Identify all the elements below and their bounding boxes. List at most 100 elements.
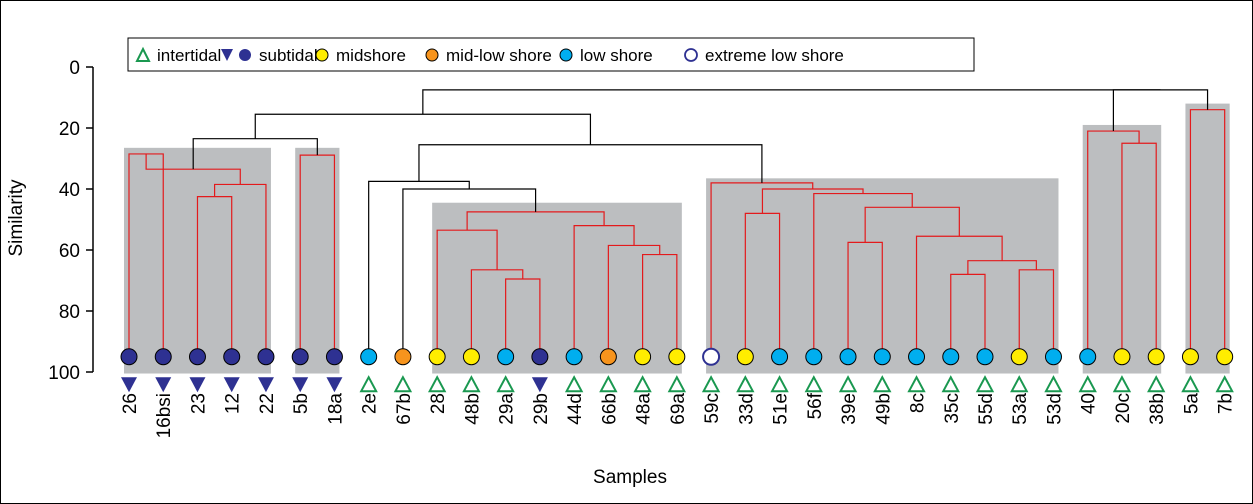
sample-label-67b: 67b	[394, 393, 415, 425]
zone-marker-51e	[770, 375, 789, 393]
cluster-box-6	[1185, 103, 1230, 374]
shore-marker-18a	[325, 348, 343, 366]
zone-marker-55d	[975, 375, 995, 393]
sample-label-7b: 7b	[1216, 393, 1237, 414]
legend-box	[127, 37, 975, 72]
legend-marker-subtidal-tri	[221, 49, 233, 61]
sample-label-40: 40	[1079, 393, 1100, 414]
sample-label-44d: 44d	[565, 393, 586, 425]
zone-marker-35c	[941, 375, 960, 393]
y-tick-label-40: 40	[59, 180, 80, 201]
legend-item-subtidal: subtidal	[221, 46, 318, 65]
zone-marker-49b	[873, 375, 892, 393]
shore-marker-66b	[599, 348, 617, 366]
zone-marker-12	[223, 377, 240, 393]
y-tick-label-60: 60	[59, 241, 80, 262]
sample-label-26: 26	[120, 393, 141, 414]
zone-marker-69a	[667, 375, 687, 393]
zone-marker-18a	[326, 377, 343, 393]
sample-label-29a: 29a	[497, 393, 518, 425]
zone-marker-16bsi	[155, 377, 172, 393]
shore-marker-29b	[531, 348, 549, 366]
legend-item-midshore: midshore	[315, 46, 406, 65]
sample-label-35c: 35c	[942, 393, 963, 424]
cluster-box-3	[432, 202, 682, 374]
zone-marker-56f	[804, 375, 823, 393]
shore-marker-48b	[462, 348, 480, 366]
dendro-link-root	[422, 89, 1161, 115]
legend-marker-low	[559, 48, 573, 62]
shore-marker-35c	[942, 348, 960, 366]
zone-marker-28	[427, 375, 447, 393]
sample-label-12: 12	[223, 393, 244, 414]
zone-marker-44d	[564, 375, 584, 393]
sample-label-39e: 39e	[839, 393, 860, 425]
legend-marker-extreme	[684, 48, 698, 62]
legend-marker-subtidal	[239, 49, 251, 61]
zone-marker-5a	[1181, 375, 1200, 393]
legend-marker-midshore	[315, 48, 329, 62]
zone-marker-20c	[1112, 375, 1132, 393]
shore-marker-20c	[1113, 348, 1131, 366]
sample-label-55d: 55d	[976, 393, 997, 425]
zone-marker-40	[1078, 375, 1097, 393]
zone-marker-67b	[393, 375, 413, 393]
dendro-link-t2	[254, 113, 592, 145]
sample-label-8c: 8c	[908, 393, 929, 413]
shore-marker-28	[428, 348, 446, 366]
sample-label-59c: 59c	[702, 393, 723, 424]
shore-marker-67b	[394, 348, 412, 366]
x-axis-label: Samples	[593, 467, 667, 488]
shore-marker-5b	[291, 348, 309, 366]
legend-item-midlow: mid-low shore	[425, 46, 552, 65]
shore-marker-44d	[565, 348, 583, 366]
shore-marker-16bsi	[154, 348, 172, 366]
sample-label-33d: 33d	[736, 393, 757, 425]
legend-label-midlow: mid-low shore	[446, 46, 552, 65]
zone-marker-29a	[496, 375, 515, 393]
zone-marker-66b	[599, 375, 618, 393]
zone-marker-26	[121, 377, 137, 393]
shore-marker-40	[1079, 348, 1097, 366]
sample-label-2e: 2e	[360, 393, 381, 414]
legend-item-intertidal: intertidal	[135, 46, 221, 65]
cluster-box-2	[295, 147, 340, 374]
legend-marker-midlow	[425, 48, 439, 62]
shore-marker-53a	[1010, 348, 1028, 366]
sample-label-56f: 56f	[805, 392, 826, 419]
sample-label-38b: 38b	[1147, 393, 1168, 425]
sample-label-48b: 48b	[462, 393, 483, 425]
zone-marker-23	[189, 377, 206, 393]
shore-marker-48a	[634, 348, 652, 366]
zone-marker-5b	[292, 377, 309, 393]
legend-item-low: low shore	[559, 46, 653, 65]
sample-label-28: 28	[428, 393, 449, 414]
sample-label-53a: 53a	[1010, 393, 1031, 425]
shore-marker-23	[188, 348, 206, 366]
shore-marker-38b	[1147, 348, 1165, 366]
legend-label-midshore: midshore	[336, 46, 406, 65]
shore-marker-33d	[736, 348, 754, 366]
zone-marker-38b	[1147, 375, 1166, 393]
shore-marker-49b	[873, 348, 891, 366]
shore-marker-56f	[805, 348, 823, 366]
legend-label-extreme: extreme low shore	[705, 46, 844, 65]
shore-marker-22	[257, 348, 275, 366]
sample-label-53d: 53d	[1044, 393, 1065, 425]
shore-marker-29a	[497, 348, 515, 366]
sample-label-49b: 49b	[873, 393, 894, 425]
zone-marker-39e	[838, 375, 858, 393]
shore-marker-51e	[771, 348, 789, 366]
y-axis-label: Similarity	[6, 179, 27, 257]
legend-label-intertidal: intertidal	[157, 46, 221, 65]
shore-marker-5a	[1181, 348, 1199, 366]
shore-marker-8c	[908, 348, 926, 366]
sample-label-48a: 48a	[634, 393, 655, 425]
sample-label-20c: 20c	[1113, 393, 1134, 424]
y-tick-label-80: 80	[59, 302, 80, 323]
sample-label-18a: 18a	[325, 393, 346, 425]
sample-label-66b: 66b	[599, 393, 620, 425]
zone-marker-48b	[462, 375, 481, 393]
legend-item-extreme: extreme low shore	[684, 46, 844, 65]
